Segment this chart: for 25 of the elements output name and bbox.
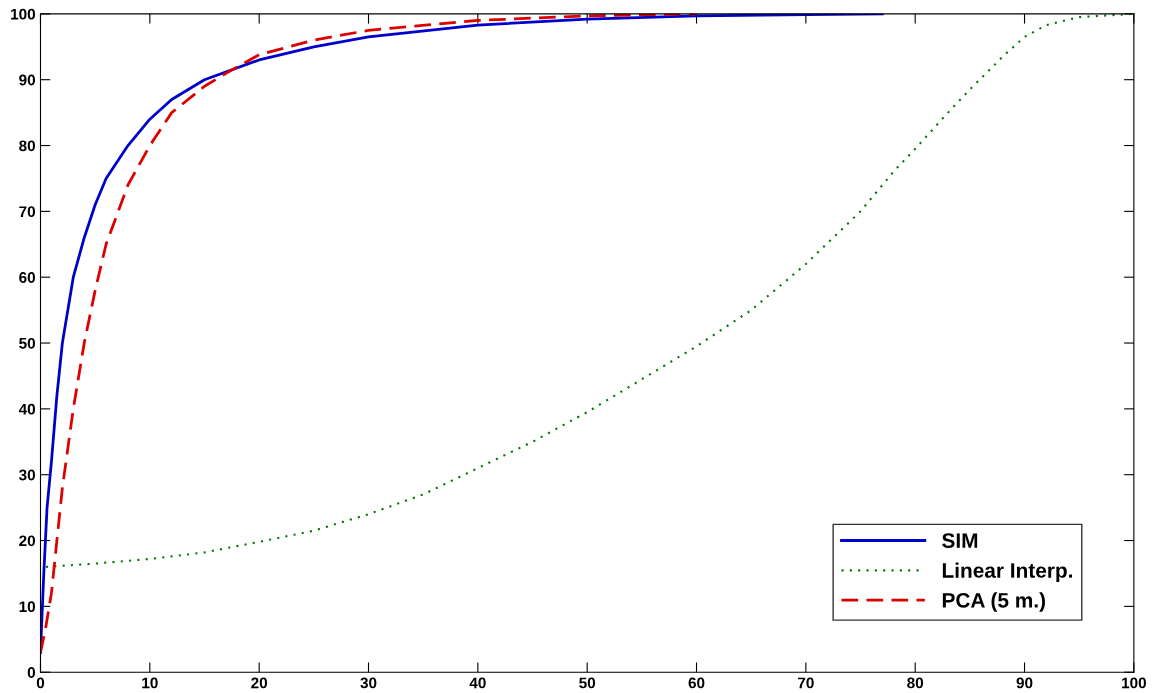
legend-label: SIM <box>942 533 978 548</box>
x-tick-label: 100 <box>1122 677 1146 689</box>
x-tick-label: 30 <box>360 677 377 689</box>
y-tick-label: 80 <box>19 140 36 152</box>
y-tick-label: 0 <box>27 667 36 678</box>
x-tick-label: 60 <box>688 677 705 689</box>
x-tick-label: 0 <box>36 677 45 689</box>
y-tick-label: 20 <box>19 535 36 547</box>
y-tick-label: 10 <box>19 601 36 613</box>
x-tick-label: 40 <box>469 677 486 689</box>
y-tick-label: 90 <box>19 74 36 86</box>
x-tick-label: 20 <box>251 677 268 689</box>
x-tick-label: 90 <box>1016 677 1033 689</box>
legend-label: PCA (5 m.) <box>942 592 1045 612</box>
x-tick-label: 80 <box>907 677 924 689</box>
legend-label: Linear Interp. <box>942 562 1073 582</box>
x-tick-label: 50 <box>579 677 596 689</box>
y-tick-label: 60 <box>19 272 36 283</box>
y-tick-label: 40 <box>18 403 36 415</box>
y-tick-label: 70 <box>19 206 36 218</box>
x-tick-label: 70 <box>798 677 814 689</box>
y-tick-label: 100 <box>11 8 36 20</box>
y-tick-label: 30 <box>18 469 36 481</box>
y-tick-label: 50 <box>19 337 36 349</box>
x-tick-label: 10 <box>142 677 158 689</box>
